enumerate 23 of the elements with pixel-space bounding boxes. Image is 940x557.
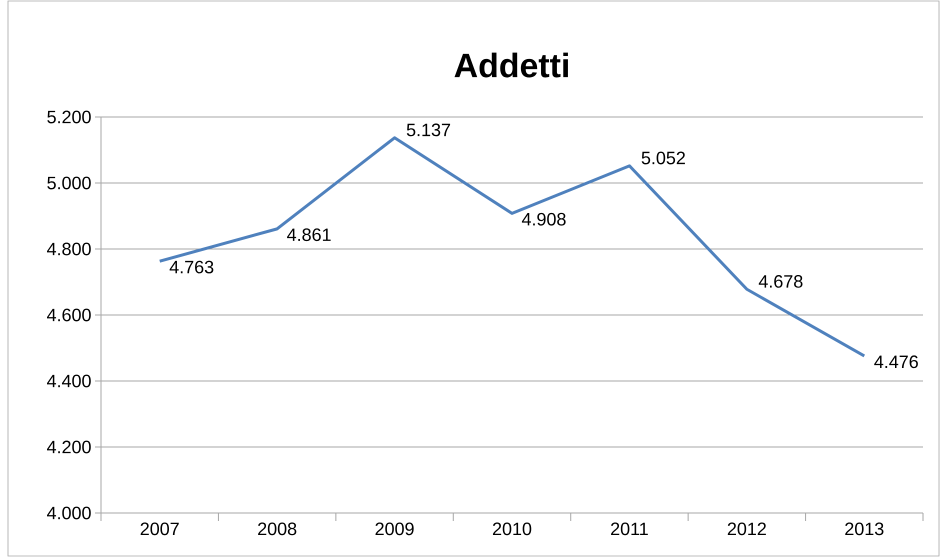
y-tick-label: 4.400 — [47, 374, 91, 388]
y-tick-label: 5.200 — [47, 110, 91, 124]
x-tick-label: 2007 — [140, 522, 179, 536]
x-tick-label: 2012 — [728, 522, 766, 536]
y-tick-label: 4.200 — [47, 440, 91, 454]
data-label: 4.861 — [287, 228, 331, 242]
data-label: 5.052 — [642, 152, 685, 164]
y-tick-label: 4.800 — [47, 242, 91, 256]
chart-title: Addetti — [454, 52, 568, 78]
data-label: 5.137 — [406, 124, 450, 136]
x-tick-label: 2011 — [611, 522, 648, 536]
y-tick-label: 5.000 — [47, 176, 91, 190]
line-series — [158, 136, 866, 358]
y-tick-label: 4.600 — [47, 308, 91, 322]
x-tick-label: 2010 — [492, 522, 532, 536]
data-label: 4.678 — [758, 275, 802, 288]
x-tick-label: 2009 — [376, 522, 414, 536]
data-label: 4.476 — [874, 355, 918, 368]
data-label: 4.763 — [170, 260, 214, 274]
x-tick-label: 2013 — [845, 522, 884, 536]
data-label: 4.908 — [522, 212, 566, 226]
y-tick-label: 4.000 — [47, 506, 91, 520]
x-tick-label: 2008 — [258, 522, 296, 536]
